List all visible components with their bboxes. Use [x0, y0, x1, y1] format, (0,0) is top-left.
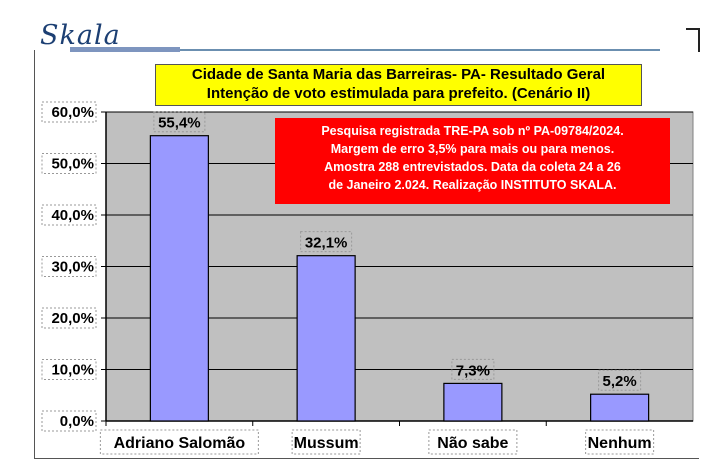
y-tick-label: 20,0%	[51, 310, 94, 327]
chart-title-line-1: Cidade de Santa Maria das Barreiras- PA-…	[191, 66, 606, 83]
y-tick-box	[41, 101, 97, 123]
data-label-box	[300, 231, 353, 253]
y-tick-label: 60,0%	[51, 104, 94, 121]
logo-underline	[70, 47, 180, 52]
y-tick-box	[41, 307, 97, 329]
chart-title-line-2: Intenção de voto estimulada para prefeit…	[206, 85, 591, 102]
chart-frame	[34, 50, 699, 459]
y-tick-label: 0,0%	[60, 413, 94, 430]
category-label-box	[291, 429, 361, 455]
category-label: Nenhum	[588, 435, 652, 452]
data-label: 55,4%	[158, 115, 201, 132]
category-label-box	[99, 429, 259, 455]
survey-note-line-4: de Janeiro 2.024. Realização INSTITUTO S…	[328, 178, 617, 192]
bar	[149, 135, 209, 422]
y-tick-box	[41, 410, 97, 432]
y-tick-box	[41, 204, 97, 226]
corner-mark-vertical	[698, 28, 700, 52]
header-rule	[100, 49, 660, 51]
y-tick-box	[41, 256, 97, 277]
survey-note: Pesquisa registrada TRE-PA sob nº PA-097…	[275, 118, 670, 204]
corner-mark	[686, 28, 700, 30]
category-label-box	[585, 429, 655, 455]
category-label: Mussum	[294, 435, 359, 452]
y-tick-label: 30,0%	[51, 259, 94, 276]
bar	[296, 255, 356, 422]
y-tick-label: 10,0%	[51, 362, 94, 379]
data-label-box	[451, 358, 495, 380]
chart-title: Cidade de Santa Maria das Barreiras- PA-…	[155, 64, 642, 106]
data-label: 32,1%	[305, 235, 348, 252]
y-tick-box	[41, 359, 97, 380]
data-label-box	[153, 111, 206, 133]
logo-text: Skala	[40, 20, 121, 51]
data-label: 7,3%	[456, 362, 490, 379]
y-tick-label: 50,0%	[51, 156, 94, 173]
data-label-box	[598, 369, 642, 391]
category-label: Não sabe	[437, 435, 508, 452]
survey-note-line-3: Amostra 288 entrevistados. Data da colet…	[324, 160, 621, 174]
category-label-box	[428, 429, 518, 455]
survey-note-line-2: Margem de erro 3,5% para mais ou para me…	[330, 142, 615, 156]
survey-note-line-1: Pesquisa registrada TRE-PA sob nº PA-097…	[321, 124, 624, 138]
category-label: Adriano Salomão	[114, 435, 246, 452]
bar	[590, 393, 650, 422]
data-label: 5,2%	[603, 373, 637, 390]
y-tick-label: 40,0%	[51, 207, 94, 224]
y-tick-box	[41, 153, 97, 174]
skala-logo: Skala	[40, 20, 180, 54]
bar	[443, 382, 503, 422]
